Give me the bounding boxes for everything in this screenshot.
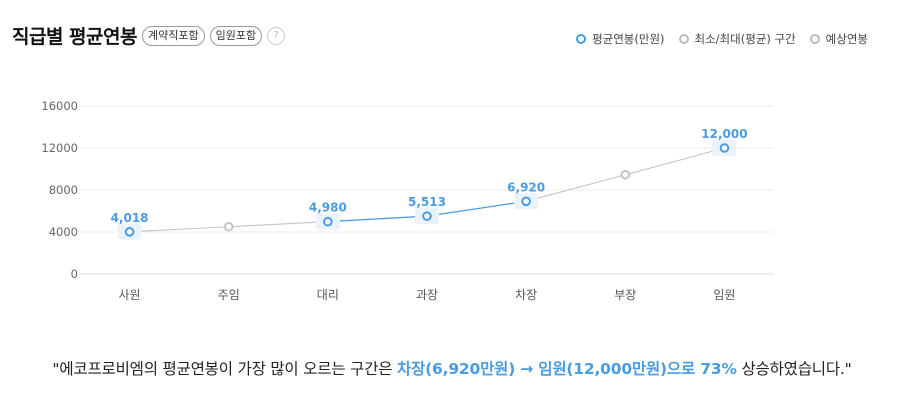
summary-prefix: "에코프로비엠의 평균연봉이 가장 많이 오르는 구간은 [52, 360, 398, 378]
x-tick-label: 임원 [713, 288, 735, 302]
average-salary-point [124, 227, 135, 237]
help-icon[interactable]: ? [267, 26, 286, 45]
x-tick-label: 사원 [119, 288, 141, 302]
y-tick-label: 16000 [41, 99, 78, 113]
include-contract-toggle[interactable]: 계약직포함 [141, 25, 205, 46]
expected-salary-point [223, 221, 234, 232]
legend-average-label: 평균연봉(만원) [592, 32, 665, 46]
page-title: 직급별 평균연봉 [12, 26, 137, 48]
summary-arrow: → [515, 360, 539, 378]
chart-legend: 평균연봉(만원) 최소/최대(평균) 구간 예상연봉 [576, 31, 868, 47]
legend-item-range: 최소/최대(평균) 구간 [678, 31, 796, 47]
series-line-segment [129, 226, 229, 233]
x-tick-label: 부장 [614, 288, 636, 302]
data-label: 5,513 [408, 195, 446, 209]
x-tick-label: 대리 [317, 288, 339, 302]
title-area: 직급별 평균연봉 계약직포함 임원포함 ? [12, 22, 286, 49]
legend-average-dot-icon [576, 34, 587, 44]
summary-suffix: 상승하였습니다." [736, 360, 852, 378]
series-line-segment [228, 221, 328, 228]
salary-line-chart: 0 4000 8000 12000 16000 사원 주임 대리 과장 차장 부장 임원 4,018 4,… [41, 99, 774, 302]
legend-expected-dot-icon [809, 34, 820, 44]
series-line-segment [426, 200, 527, 217]
legend-range-dot-icon [678, 34, 689, 44]
average-salary-point [323, 216, 333, 227]
summary-mid: 으로 [666, 360, 701, 378]
legend-expected-label: 예상연봉 [825, 32, 868, 46]
average-salary-point [719, 143, 730, 153]
data-label: 12,000 [701, 127, 747, 141]
y-tick-label: 8000 [49, 183, 78, 197]
average-salary-point [521, 196, 531, 207]
legend-item-expected: 예상연봉 [809, 31, 868, 47]
legend-item-average: 평균연봉(만원) [576, 31, 665, 47]
y-tick-label: 12000 [41, 141, 78, 155]
legend-range-label: 최소/최대(평균) 구간 [694, 32, 796, 46]
summary-from: 차장(6,920만원) [397, 360, 516, 378]
expected-salary-point [620, 169, 631, 180]
summary-percent: 73% [700, 360, 737, 378]
x-tick-label: 과장 [416, 288, 438, 302]
include-executive-toggle[interactable]: 임원포함 [209, 25, 263, 46]
summary-to: 임원(12,000만원) [538, 360, 667, 378]
summary-sentence: "에코프로비엠의 평균연봉이 가장 많이 오르는 구간은 차장(6,920만원)… [0, 357, 904, 379]
y-tick-label: 4000 [49, 225, 78, 239]
data-label: 4,018 [111, 211, 149, 225]
average-salary-point [422, 211, 432, 221]
series-line-segment [327, 215, 428, 223]
y-tick-label: 0 [71, 267, 78, 281]
x-tick-label: 주임 [218, 288, 240, 302]
series-line-segment [526, 174, 626, 202]
series-line-segment [625, 147, 725, 176]
data-label: 6,920 [507, 180, 545, 194]
data-label: 4,980 [309, 201, 347, 215]
x-tick-label: 차장 [515, 288, 537, 302]
